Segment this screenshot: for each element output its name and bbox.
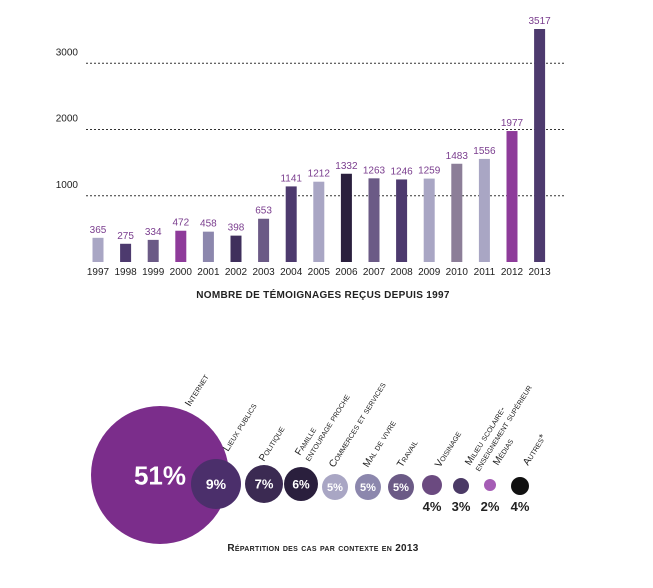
x-tick-label: 2012 [501,267,524,278]
x-tick-label: 2010 [446,267,469,278]
y-tick-label: 2000 [56,114,79,125]
x-tick-label: 1999 [142,267,165,278]
bar-value-label: 3517 [528,16,551,27]
bubble-category-label: Commerces et services [327,380,389,469]
bar [202,231,214,262]
bubble [191,459,241,509]
bar-value-label: 1556 [473,146,496,157]
bar [147,239,159,262]
bar [423,178,435,262]
bubble [91,406,229,544]
bubble-value-label: 6% [292,477,310,491]
bubble [422,475,442,495]
y-tick-label: 1000 [56,180,79,191]
bar [368,178,380,262]
testimonials-bar-chart: 1000 2000 3000 365 275 334 472 458 398 653 1141 12… [56,16,565,301]
x-tick-label: 2007 [363,267,386,278]
bubble [322,474,348,500]
bar [285,186,297,262]
bar-value-label: 1977 [501,118,524,129]
context-bubble-chart: 51% 9% 7% 6% 5% 5% 5% 4% 3% 2% 4% Internet Lieux pu… [91,372,549,554]
x-tick-label: 2005 [308,267,331,278]
bar [534,29,546,262]
bubble-value-label: 5% [327,482,343,494]
bubble-value-label: 2% [481,499,500,514]
bubble-value-label: 7% [255,477,274,492]
x-tick-label: 2002 [225,267,248,278]
bubble-value-label: 5% [360,482,376,494]
bubble-category-label: Mal de vivre [361,418,399,469]
bubble-value-label: 9% [206,476,227,492]
x-tick-label: 2008 [390,267,413,278]
bar-value-label: 653 [255,206,272,217]
x-tick-label: 2004 [280,267,303,278]
x-tick-label: 2011 [474,267,496,278]
bar [506,131,518,262]
bubble-value-label: 5% [393,482,409,494]
bubble-category-label: Autres* [521,433,549,468]
bar-value-label: 472 [172,218,189,229]
bar [396,179,408,262]
bar-value-label: 1212 [308,169,331,180]
x-tick-label: 2006 [335,267,358,278]
bar [258,218,270,262]
bar-value-label: 334 [145,227,162,238]
bar [340,173,352,262]
bubble-value-label: 4% [423,499,442,514]
bubble [388,474,414,500]
x-tick-label: 2003 [252,267,275,278]
y-tick-label: 3000 [56,47,79,58]
bar-value-label: 458 [200,219,217,230]
bubble-category-label: Voisinage [433,429,464,469]
bubble [511,477,529,495]
bubble-chart-caption: Répartition des cas par contexte en 2013 [227,543,418,554]
bar-value-label: 365 [90,225,107,236]
x-tick-label: 1997 [87,267,110,278]
bar-value-label: 1332 [335,161,358,172]
bubble-category-label: Politique [257,424,287,463]
bubble-category-label: Travail [395,438,420,469]
bar [451,163,463,262]
bar [175,230,187,262]
bubble-value-label: 51% [134,460,186,490]
bar [120,243,132,262]
bubble [453,478,469,494]
bubble-category-label: Lieux publics [221,401,259,453]
bubble-category-label: Internet [183,372,212,409]
bar [230,235,242,262]
x-tick-label: 2000 [170,267,193,278]
bubble [355,474,381,500]
bar-value-label: 1259 [418,166,441,177]
bubble [284,467,318,501]
bar-value-label: 275 [117,231,134,242]
bar-value-label: 1246 [390,166,413,177]
x-tick-label: 2013 [528,267,551,278]
bar-chart-x-caption: NOMBRE DE TÉMOIGNAGES REÇUS DEPUIS 1997 [196,288,450,301]
bubble-value-label: 3% [452,499,471,514]
bubble [245,465,283,503]
bubble [484,479,496,491]
bubble-value-label: 4% [511,499,530,514]
bar-value-label: 398 [228,223,245,234]
bar [313,181,325,262]
x-tick-label: 1998 [114,267,137,278]
bar [478,158,490,262]
bar-value-label: 1483 [446,151,469,162]
bar-value-label: 1141 [280,173,302,184]
x-tick-label: 2001 [197,267,220,278]
bar-value-label: 1263 [363,165,386,176]
bar [92,237,104,262]
x-tick-label: 2009 [418,267,441,278]
